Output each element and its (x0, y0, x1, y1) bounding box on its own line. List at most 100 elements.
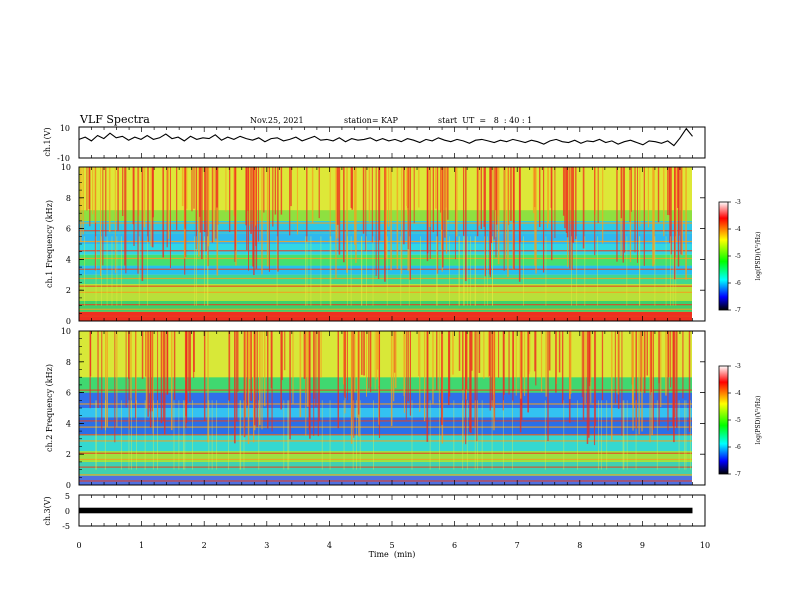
spectrogram-line (79, 308, 692, 310)
spectrogram-line (79, 389, 692, 391)
x-tick-label: 1 (139, 541, 144, 550)
spectrogram-streak (545, 236, 547, 306)
spectrogram-streak (350, 167, 353, 208)
spectrogram-streak (272, 167, 274, 227)
spectrogram-streak (440, 167, 442, 213)
spectrogram-streak (445, 167, 447, 208)
spectrogram-streak (394, 331, 396, 373)
x-tick-label: 2 (202, 541, 207, 550)
spectrogram-streak (498, 331, 500, 378)
spectrogram-streak (510, 167, 512, 221)
spectrogram-streak (465, 331, 467, 406)
spectrogram-streak (495, 167, 497, 211)
spectrogram-streak (601, 331, 604, 401)
spectrogram-streak (150, 167, 152, 247)
spectrogram-streak (508, 331, 510, 395)
spectrogram-streak (303, 331, 306, 379)
spectrogram-streak (597, 167, 599, 223)
spectrogram-streak (658, 331, 660, 426)
spectrogram-streak (184, 167, 186, 229)
spectrogram-streak (493, 167, 495, 240)
spectrogram-streak (547, 331, 549, 441)
spectrogram-line (79, 474, 692, 476)
spectrogram-streak (363, 331, 365, 376)
spectrogram-streak (205, 167, 207, 251)
spectrogram-streak (637, 167, 638, 263)
spectrogram-band (79, 417, 692, 435)
spectrogram-streak (352, 400, 354, 470)
spectrogram-streak (403, 167, 405, 245)
spectrogram-streak (193, 331, 195, 378)
spectrogram-streak (227, 400, 229, 470)
y-tick-label: 6 (66, 389, 71, 398)
spectrogram-streak (566, 167, 569, 238)
spectrogram-streak (675, 167, 677, 242)
spectrogram-streak (169, 167, 171, 269)
ch2-spectrogram-panel: ch.2 Frequency (kHz) 0 2 4 6 8 10 (45, 327, 706, 490)
spectrogram-streak (478, 331, 481, 373)
spectrogram-streak (584, 236, 586, 306)
spectrogram-streak (643, 331, 646, 394)
spectrogram-streak (454, 167, 456, 260)
spectrogram-streak (132, 167, 134, 225)
spectrogram-streak (563, 400, 565, 470)
spectrogram-streak (178, 400, 180, 470)
spectrogram-streak (452, 331, 454, 375)
spectrogram-streak (634, 167, 636, 242)
ch3-signal-panel: ch.3(V) 5 0 -5 0 1 2 3 4 5 6 7 8 9 10 Time (min) (43, 492, 710, 559)
ch1-colorbar: -3 -4 -5 -6 -7 log(PSD)(V²/Hz) (718, 199, 762, 314)
spectrogram-streak (287, 400, 289, 470)
y-tick-label: 0 (66, 481, 71, 490)
spectrogram-streak (678, 400, 680, 470)
spectrogram-band (79, 377, 692, 393)
spectrogram-streak (192, 400, 193, 470)
spectrogram-streak (199, 167, 201, 217)
spectrogram-streak (571, 167, 573, 270)
spectrogram-streak (207, 167, 210, 247)
spectrogram-streak (149, 331, 152, 428)
spectrogram-streak (584, 331, 586, 404)
spectrogram-streak (538, 167, 541, 227)
spectrogram-streak (614, 331, 616, 404)
spectrogram-streak (639, 236, 641, 306)
spectrogram-streak (544, 400, 546, 470)
spectrogram-streak (208, 400, 210, 470)
spectrogram-streak (160, 331, 163, 424)
spectrogram-streak (680, 167, 682, 255)
colorbar-tick-label: -3 (735, 199, 741, 206)
x-tick-label: 5 (389, 541, 394, 550)
spectrogram-streak (670, 167, 672, 255)
spectrogram-streak (449, 236, 450, 306)
spectrogram-streak (152, 167, 154, 218)
spectrogram-streak (248, 167, 249, 271)
spectrogram-streak (390, 331, 393, 426)
ch2-colorbar: -3 -4 -5 -6 -7 log(PSD)(V²/Hz) (718, 363, 762, 478)
spectrogram-streak (237, 331, 239, 392)
spectrogram-streak (258, 400, 260, 470)
spectrogram-streak (470, 331, 472, 433)
spectrogram-streak (532, 167, 535, 214)
spectrogram-streak (292, 331, 294, 404)
spectrogram-streak (254, 167, 256, 228)
y-tick-label: 2 (66, 286, 71, 295)
spectrogram-streak (116, 236, 118, 306)
spectrogram-streak (320, 236, 322, 306)
spectrogram-streak (442, 167, 444, 268)
spectrogram-streak (289, 167, 291, 236)
spectrogram-streak (204, 167, 206, 233)
spectrogram-streak (288, 400, 290, 470)
y-tick-label: 6 (66, 225, 71, 234)
spectrogram-streak (336, 167, 339, 225)
x-tick-label: 8 (577, 541, 582, 550)
spectrogram-streak (181, 167, 184, 207)
spectrogram-streak (483, 167, 485, 227)
spectrogram-streak (635, 400, 637, 470)
spectrogram-streak (649, 331, 651, 443)
spectrogram-band (79, 300, 692, 312)
spectrogram-streak (305, 331, 307, 436)
spectrogram-streak (590, 331, 592, 403)
spectrogram-streak (128, 331, 130, 430)
spectrogram-streak (321, 400, 323, 470)
spectrogram-streak (547, 167, 549, 229)
ch1-spectrogram-panel: ch.1 Frequency (kHz) 0 2 4 6 8 10 (45, 163, 706, 326)
